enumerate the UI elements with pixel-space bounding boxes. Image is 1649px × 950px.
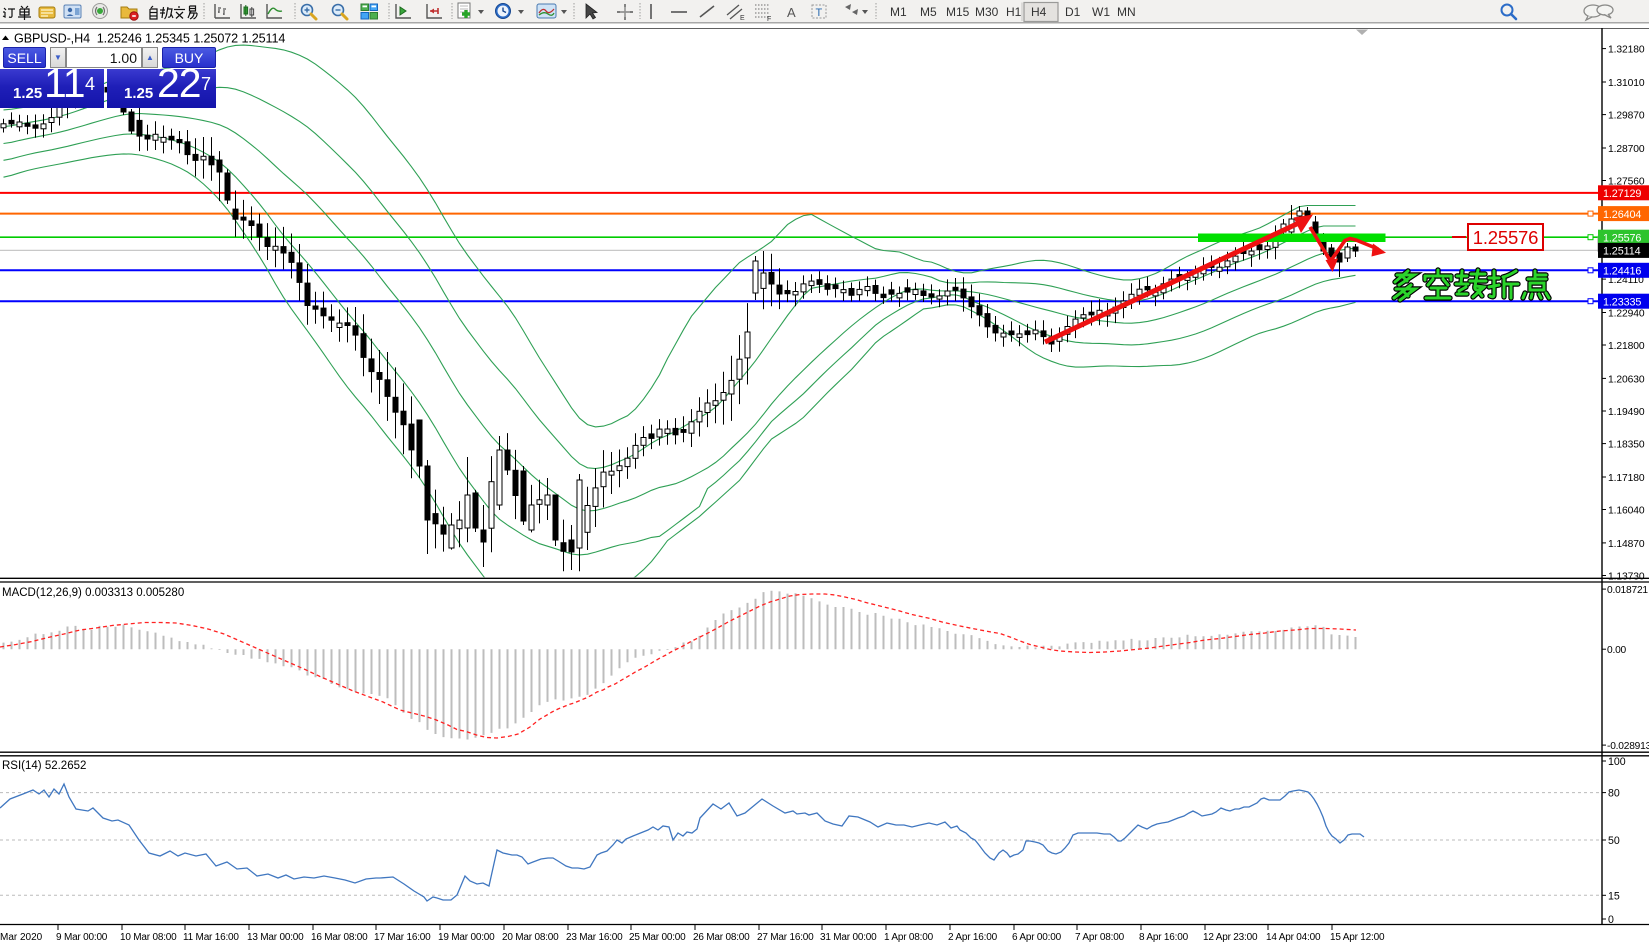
svg-text:25 Mar 00:00: 25 Mar 00:00 [629,932,686,943]
svg-text:23 Mar 16:00: 23 Mar 16:00 [566,932,623,943]
svg-text:50: 50 [1608,835,1620,847]
svg-text:W1: W1 [1092,5,1110,19]
svg-text:F: F [767,16,771,23]
svg-text:10 Mar 08:00: 10 Mar 08:00 [120,932,177,943]
svg-text:M30: M30 [975,5,999,19]
svg-text:1.16040: 1.16040 [1608,506,1645,517]
svg-text:E: E [740,15,745,22]
svg-text:15 Apr 12:00: 15 Apr 12:00 [1330,932,1385,943]
svg-text:1.27560: 1.27560 [1608,177,1645,188]
svg-text:1.31010: 1.31010 [1608,78,1645,89]
svg-text:0: 0 [1608,914,1614,926]
svg-text:1.17180: 1.17180 [1608,473,1645,484]
svg-text:1 Apr 08:00: 1 Apr 08:00 [884,932,934,943]
svg-text:1.19490: 1.19490 [1608,407,1645,418]
svg-text:20 Mar 08:00: 20 Mar 08:00 [502,932,559,943]
svg-text:1.14870: 1.14870 [1608,539,1645,550]
svg-text:26 Mar 08:00: 26 Mar 08:00 [693,932,750,943]
svg-text:0.018721: 0.018721 [1607,585,1648,596]
svg-text:MN: MN [1117,5,1136,19]
svg-text:11 Mar 16:00: 11 Mar 16:00 [183,932,239,943]
svg-text:19 Mar 00:00: 19 Mar 00:00 [438,932,495,943]
svg-text:14 Apr 04:00: 14 Apr 04:00 [1266,932,1321,943]
svg-text:1.25576: 1.25576 [1473,227,1538,248]
svg-text:1.23335: 1.23335 [1603,296,1641,308]
svg-text:1.26404: 1.26404 [1603,209,1641,221]
svg-text:1.28700: 1.28700 [1608,144,1645,155]
svg-text:GBPUSD-,H4 1.25246 1.25345 1.: GBPUSD-,H4 1.25246 1.25345 1.25072 1.251… [14,32,285,46]
svg-text:15: 15 [1608,890,1620,902]
svg-text:M15: M15 [946,5,970,19]
svg-text:H4: H4 [1031,5,1047,19]
svg-text:7 Apr 08:00: 7 Apr 08:00 [1075,932,1125,943]
svg-text:1.24110: 1.24110 [1608,275,1644,286]
svg-text:RSI(14) 52.2652: RSI(14) 52.2652 [2,760,86,772]
svg-text:1.24416: 1.24416 [1603,266,1641,278]
svg-text:1.32180: 1.32180 [1608,45,1645,56]
svg-text:A: A [787,5,796,20]
svg-text:31 Mar 00:00: 31 Mar 00:00 [820,932,877,943]
svg-text:9 Mar 00:00: 9 Mar 00:00 [56,932,108,943]
svg-text:Mar 2020: Mar 2020 [0,932,43,943]
svg-text:1.20630: 1.20630 [1608,374,1645,385]
svg-text:1.18350: 1.18350 [1608,440,1645,451]
svg-text:6 Apr 00:00: 6 Apr 00:00 [1012,932,1062,943]
svg-text:M1: M1 [890,5,907,19]
svg-text:1.13730: 1.13730 [1608,572,1645,583]
svg-text:16 Mar 08:00: 16 Mar 08:00 [311,932,368,943]
svg-text:1.25114: 1.25114 [1603,246,1641,258]
svg-text:T: T [816,7,823,19]
svg-text:1.29870: 1.29870 [1608,111,1645,122]
svg-text:80: 80 [1608,788,1620,800]
svg-text:1.22940: 1.22940 [1608,309,1645,320]
svg-text:13 Mar 00:00: 13 Mar 00:00 [247,932,304,943]
svg-text:12 Apr 23:00: 12 Apr 23:00 [1203,932,1258,943]
svg-text:M5: M5 [920,5,937,19]
svg-text:17 Mar 16:00: 17 Mar 16:00 [374,932,431,943]
svg-text:1.21800: 1.21800 [1608,341,1645,352]
svg-text:27 Mar 16:00: 27 Mar 16:00 [757,932,814,943]
svg-text:1.25576: 1.25576 [1603,232,1641,244]
svg-text:-0.028913: -0.028913 [1607,741,1649,752]
svg-text:1.27129: 1.27129 [1603,188,1641,200]
svg-text:100: 100 [1608,756,1626,768]
svg-text:0.00: 0.00 [1607,645,1627,656]
svg-text:8 Apr 16:00: 8 Apr 16:00 [1139,932,1189,943]
svg-text:H1: H1 [1006,5,1022,19]
svg-text:MACD(12,26,9) 0.003313 0.00528: MACD(12,26,9) 0.003313 0.005280 [2,587,184,599]
svg-text:D1: D1 [1065,5,1081,19]
svg-text:2 Apr 16:00: 2 Apr 16:00 [948,932,998,943]
